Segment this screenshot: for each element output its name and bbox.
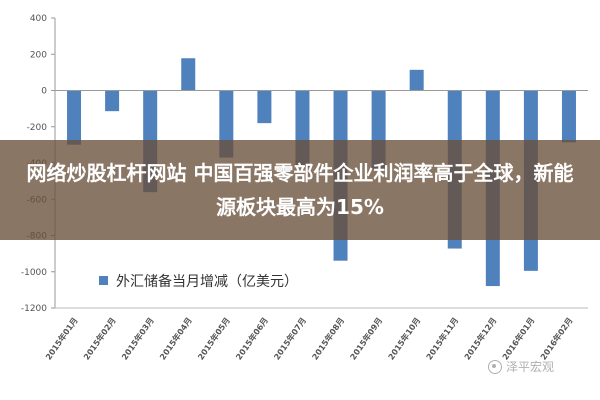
y-tick-label: 400 bbox=[30, 14, 47, 24]
headline-banner: 网络炒股杠杆网站 中国百强零部件企业利润率高于全球，新能源板块最高为15% bbox=[0, 140, 600, 240]
x-tick-label: 2015年06月 bbox=[234, 315, 271, 361]
x-tick-label: 2015年01月 bbox=[43, 315, 80, 361]
y-tick-label: -1000 bbox=[21, 268, 47, 278]
watermark: 泽平宏观 bbox=[488, 358, 554, 375]
bar bbox=[67, 90, 82, 145]
x-tick-label: 2015年02月 bbox=[81, 315, 118, 361]
x-tick-label: 2016年01月 bbox=[500, 315, 537, 361]
x-tick-label: 2015年12月 bbox=[462, 315, 499, 361]
legend: 外汇储备当月增减（亿美元） bbox=[99, 273, 298, 290]
bar bbox=[105, 90, 120, 112]
x-tick-label: 2015年11月 bbox=[424, 315, 461, 361]
x-tick-label: 2015年09月 bbox=[348, 315, 385, 361]
bar bbox=[257, 90, 272, 124]
x-tick-label: 2015年03月 bbox=[119, 315, 156, 361]
bar bbox=[409, 69, 424, 91]
legend-swatch bbox=[99, 276, 108, 285]
y-tick-label: 200 bbox=[30, 50, 47, 60]
legend-label: 外汇储备当月增减（亿美元） bbox=[116, 273, 298, 290]
x-tick-label: 2015年10月 bbox=[386, 315, 423, 361]
wechat-icon bbox=[488, 359, 502, 374]
y-tick-label: 0 bbox=[41, 87, 47, 97]
x-tick-label: 2015年05月 bbox=[195, 315, 232, 361]
x-tick-label: 2016年02月 bbox=[538, 315, 575, 361]
y-tick-label: -200 bbox=[27, 123, 48, 133]
x-tick-label: 2015年08月 bbox=[310, 315, 347, 361]
watermark-text: 泽平宏观 bbox=[506, 360, 555, 374]
y-tick-label: -1200 bbox=[21, 304, 47, 314]
x-tick-label: 2015年04月 bbox=[157, 315, 194, 361]
bar bbox=[561, 90, 576, 143]
headline-text: 网络炒股杠杆网站 中国百强零部件企业利润率高于全球，新能源板块最高为15% bbox=[26, 161, 574, 219]
x-tick-label: 2015年07月 bbox=[272, 315, 309, 361]
bar bbox=[181, 58, 196, 91]
